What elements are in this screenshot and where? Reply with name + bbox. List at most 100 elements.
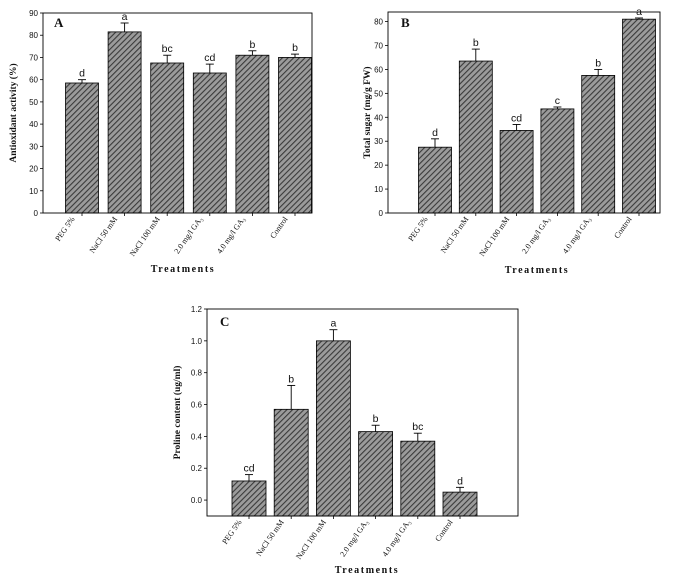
y-tick-label: 90	[29, 9, 38, 18]
y-tick-label: 0.2	[191, 464, 203, 473]
x-tick-label-c-control: Control	[433, 517, 455, 543]
panel-a: d PEG 5% a NaCl 50 mM bc NaCl 100 mM cd 2.0 mg/…	[8, 9, 313, 275]
x-axis-title-c: Treatments	[335, 565, 400, 576]
error-bar-a-control	[291, 53, 299, 58]
x-tick-label-b-2-0-mg-l-ga: 2.0 mg/l GA₃	[520, 215, 552, 256]
y-tick-label: 20	[29, 165, 38, 174]
y-tick-label: 20	[374, 161, 383, 170]
bar-c-2-0-mg-l-ga	[358, 431, 394, 517]
significance-letter-c-nacl-100-mm: a	[330, 318, 336, 330]
x-tick-label-c-2-0-mg-l-ga: 2.0 mg/l GA₃	[338, 518, 370, 559]
error-bar-a-nacl-100-mm	[163, 54, 172, 63]
x-tick-label-b-control: Control	[612, 214, 634, 240]
y-tick-label: 40	[29, 120, 38, 129]
error-bar-b-control	[635, 17, 643, 20]
x-tick-label-a-2-0-mg-l-ga: 2.0 mg/l GA₃	[172, 215, 204, 256]
significance-letter-c-2-0-mg-l-ga: b	[373, 413, 379, 425]
y-tick-label: 50	[29, 98, 38, 107]
y-tick-label: 1.2	[191, 305, 203, 314]
error-bar-c-nacl-50-mm	[287, 384, 296, 410]
error-bar-c-nacl-100-mm	[329, 329, 338, 341]
x-tick-label-a-nacl-100-mm: NaCl 100 mM	[128, 215, 162, 258]
x-tick-label-c-nacl-100-mm: NaCl 100 mM	[294, 518, 328, 561]
bar-b-control	[622, 18, 656, 214]
bar-a-4-0-mg-l-ga	[235, 54, 270, 214]
y-tick-label: 0.6	[191, 401, 203, 410]
bar-b-4-0-mg-l-ga	[581, 75, 616, 214]
bar-c-4-0-mg-l-ga	[400, 440, 436, 517]
y-tick-label: 1.0	[191, 337, 203, 346]
bar-b-2-0-mg-l-ga	[540, 108, 575, 214]
bar-c-nacl-50-mm	[273, 408, 309, 517]
error-bar-a-4-0-mg-l-ga	[248, 50, 257, 56]
y-tick-label: 30	[374, 137, 383, 146]
y-tick-label: 10	[374, 185, 383, 194]
x-tick-label-c-nacl-50-mm: NaCl 50 mM	[254, 518, 286, 558]
error-bar-a-2-0-mg-l-ga	[205, 63, 214, 73]
error-bar-b-4-0-mg-l-ga	[594, 68, 603, 76]
panel-c: cd PEG 5% b NaCl 50 mM a NaCl 100 mM b 2.0 mg/l…	[172, 305, 519, 576]
significance-letter-c-control: d	[457, 475, 463, 487]
y-tick-label: 40	[374, 113, 383, 122]
y-axis-title-a: Antioxidant activity (%)	[8, 63, 19, 162]
bar-c-nacl-100-mm	[315, 340, 351, 517]
x-tick-label-a-nacl-50-mm: NaCl 50 mM	[88, 215, 120, 255]
x-tick-label-b-nacl-100-mm: NaCl 100 mM	[477, 215, 511, 258]
bar-b-peg-5	[418, 146, 452, 214]
y-tick-label: 0.4	[191, 432, 203, 441]
bar-a-nacl-50-mm	[107, 31, 142, 214]
y-tick-label: 60	[29, 76, 38, 85]
significance-letter-c-peg-5: cd	[243, 463, 254, 475]
x-tick-label-a-peg-5: PEG 5%	[53, 215, 76, 243]
significance-letter-a-peg-5: d	[79, 68, 85, 80]
bar-b-nacl-100-mm	[499, 130, 534, 214]
x-tick-label-c-4-0-mg-l-ga: 4.0 mg/l GA₃	[380, 518, 412, 559]
bar-a-peg-5	[65, 82, 99, 214]
x-axis-title-b: Treatments	[505, 265, 570, 276]
significance-letter-b-nacl-100-mm: cd	[511, 112, 522, 124]
y-tick-label: 80	[29, 31, 38, 40]
significance-letter-c-nacl-50-mm: b	[288, 373, 294, 385]
bar-c-control	[442, 491, 478, 517]
panel-label-b: B	[401, 15, 410, 30]
significance-letter-a-nacl-50-mm: a	[122, 11, 128, 23]
error-bar-a-peg-5	[78, 79, 86, 83]
y-tick-label: 0	[34, 209, 39, 218]
x-tick-label-b-4-0-mg-l-ga: 4.0 mg/l GA₃	[561, 215, 593, 256]
plot-frame-b	[387, 11, 661, 214]
y-tick-label: 0	[379, 209, 384, 218]
plot-frame-c	[206, 308, 519, 517]
significance-letter-b-4-0-mg-l-ga: b	[595, 57, 601, 69]
error-bar-c-2-0-mg-l-ga	[371, 424, 380, 432]
significance-letter-b-nacl-50-mm: b	[473, 37, 479, 49]
significance-letter-a-control: b	[292, 42, 298, 54]
error-bar-b-nacl-50-mm	[471, 48, 480, 62]
error-bar-a-nacl-50-mm	[120, 22, 129, 32]
x-tick-label-a-control: Control	[268, 214, 290, 240]
y-tick-label: 70	[374, 42, 383, 51]
y-axis-title-c: Proline content (ug/ml)	[172, 366, 183, 460]
x-tick-label-b-nacl-50-mm: NaCl 50 mM	[439, 215, 471, 255]
y-tick-label: 60	[374, 65, 383, 74]
error-bar-c-4-0-mg-l-ga	[413, 432, 422, 442]
y-tick-label: 70	[29, 53, 38, 62]
y-tick-label: 0.8	[191, 369, 203, 378]
y-tick-label: 0.0	[191, 496, 203, 505]
error-bar-b-peg-5	[431, 138, 439, 148]
significance-letter-c-4-0-mg-l-ga: bc	[412, 421, 423, 433]
y-tick-label: 50	[374, 89, 383, 98]
panel-label-a: A	[54, 15, 64, 30]
plot-frame-a	[42, 12, 313, 214]
significance-letter-a-4-0-mg-l-ga: b	[249, 39, 255, 51]
bar-b-nacl-50-mm	[458, 60, 493, 214]
bar-a-control	[278, 57, 312, 214]
x-tick-label-b-peg-5: PEG 5%	[406, 215, 429, 243]
bar-c-peg-5	[231, 480, 267, 517]
y-tick-label: 30	[29, 142, 38, 151]
panel-label-c: C	[220, 314, 229, 329]
significance-letter-a-2-0-mg-l-ga: cd	[204, 52, 215, 64]
y-tick-label: 10	[29, 187, 38, 196]
panel-b: d PEG 5% b NaCl 50 mM cd NaCl 100 mM c 2.0 mg/l…	[362, 6, 661, 276]
error-bar-c-peg-5	[245, 474, 253, 481]
y-tick-label: 80	[374, 18, 383, 27]
